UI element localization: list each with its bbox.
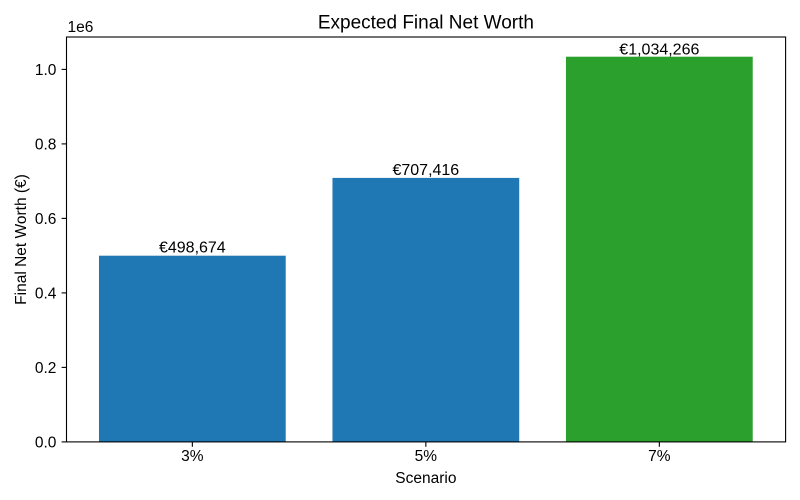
svg-text:0.4: 0.4 xyxy=(35,286,57,303)
svg-text:5%: 5% xyxy=(415,448,438,465)
svg-text:0.2: 0.2 xyxy=(35,360,57,377)
svg-text:1e6: 1e6 xyxy=(68,19,94,36)
svg-text:1.0: 1.0 xyxy=(35,62,57,79)
svg-text:€1,034,266: €1,034,266 xyxy=(619,41,699,58)
svg-text:Final Net Worth (€): Final Net Worth (€) xyxy=(13,174,30,305)
svg-text:7%: 7% xyxy=(648,448,671,465)
svg-text:0.0: 0.0 xyxy=(35,435,57,452)
svg-text:€498,674: €498,674 xyxy=(159,240,226,257)
svg-text:0.8: 0.8 xyxy=(35,137,57,154)
svg-text:Scenario: Scenario xyxy=(395,470,456,487)
svg-text:3%: 3% xyxy=(181,448,204,465)
svg-text:0.6: 0.6 xyxy=(35,211,57,228)
svg-text:€707,416: €707,416 xyxy=(392,162,459,179)
svg-text:Expected Final Net Worth: Expected Final Net Worth xyxy=(318,13,534,34)
